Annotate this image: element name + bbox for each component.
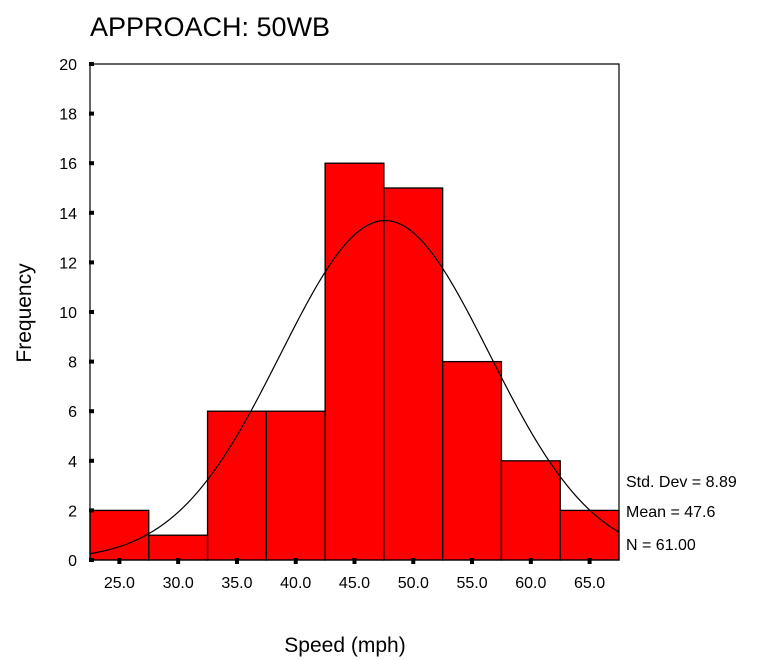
bar-40.0	[265, 410, 326, 561]
bar-35.0	[206, 410, 267, 561]
y-tick-label: 16	[59, 156, 77, 173]
x-tick-mark	[587, 558, 592, 564]
y-tick-mark	[89, 458, 94, 463]
x-tick-label: 40.0	[280, 575, 311, 592]
bar-55.0	[442, 360, 503, 561]
bar-65.0	[559, 509, 620, 561]
y-tick-mark	[89, 62, 94, 66]
y-tick-label: 18	[59, 107, 77, 124]
x-ticks-group: 25.0 30.0 35.0 40.0 45.0 50.0 55.0 60.0 65.0	[104, 558, 605, 592]
x-tick-mark	[293, 558, 298, 564]
x-axis-label: Speed (mph)	[284, 634, 405, 657]
y-tick-label: 6	[68, 404, 77, 421]
x-tick-label: 55.0	[456, 575, 487, 592]
x-tick-label: 60.0	[515, 575, 546, 592]
y-tick-label: 14	[59, 206, 77, 223]
bar-60.0	[500, 460, 561, 561]
x-tick-mark	[411, 558, 416, 564]
x-tick-label: 30.0	[163, 575, 194, 592]
y-tick-label: 8	[68, 355, 77, 372]
x-tick-mark	[528, 558, 533, 564]
std-dev-label: Std. Dev = 8.89	[626, 474, 737, 491]
x-tick-label: 45.0	[339, 575, 370, 592]
y-tick-mark	[89, 260, 94, 265]
x-tick-mark	[352, 558, 357, 564]
normal-curve	[89, 219, 620, 555]
x-tick-label: 50.0	[398, 575, 429, 592]
y-tick-mark	[89, 508, 94, 513]
bar-50.0	[383, 187, 444, 561]
x-tick-mark	[234, 558, 239, 564]
y-tick-mark	[89, 409, 94, 414]
y-tick-label: 12	[59, 255, 77, 272]
chart-title: APPROACH: 50WB	[90, 12, 330, 42]
y-tick-mark	[89, 210, 94, 215]
x-tick-mark	[117, 558, 122, 564]
y-tick-mark	[89, 161, 94, 166]
bars-group	[89, 162, 620, 561]
y-tick-mark	[89, 310, 94, 314]
y-tick-label: 0	[68, 553, 77, 570]
y-tick-label: 4	[68, 454, 77, 471]
y-ticks-group: 0 2 4 6 8 10 12 14 16 18 20	[59, 57, 94, 570]
mean-label: Mean = 47.6	[626, 504, 716, 521]
x-tick-label: 65.0	[574, 575, 605, 592]
y-tick-label: 2	[68, 503, 77, 520]
x-tick-mark	[470, 558, 475, 564]
bar-45.0	[324, 162, 385, 561]
n-label: N = 61.00	[626, 537, 696, 554]
x-tick-label: 25.0	[104, 575, 135, 592]
y-tick-label: 10	[59, 305, 77, 322]
bar-30.0	[148, 534, 209, 561]
y-tick-mark	[89, 111, 94, 116]
x-tick-mark	[176, 558, 181, 564]
y-tick-label: 20	[59, 57, 77, 74]
y-tick-mark	[89, 359, 94, 364]
y-tick-mark	[89, 558, 94, 562]
y-axis-label: Frequency	[13, 263, 36, 363]
x-tick-label: 35.0	[221, 575, 252, 592]
